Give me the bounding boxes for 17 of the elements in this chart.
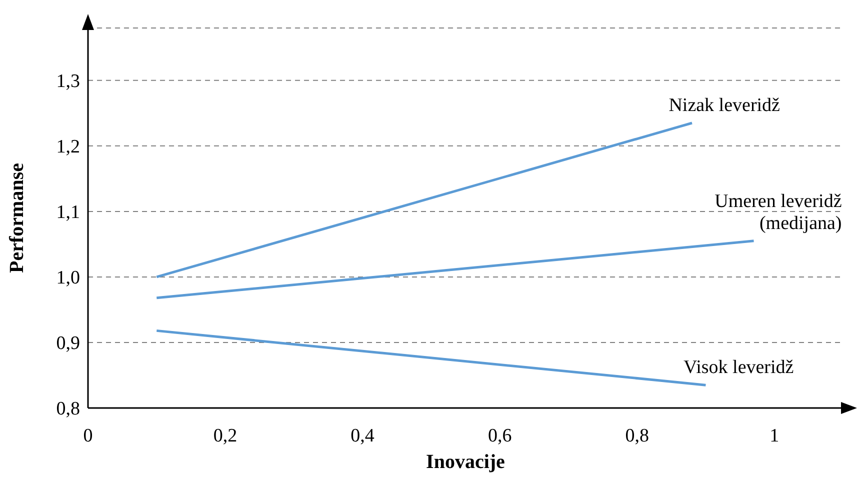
series-label: Visok leveridž — [684, 357, 794, 378]
y-axis-title: Performanse — [6, 162, 28, 273]
x-tick-label: 0,6 — [488, 425, 512, 446]
x-tick-label: 1 — [770, 425, 780, 446]
series-label: Umeren leveridž (medijana) — [714, 190, 842, 234]
y-tick-label: 1,3 — [56, 71, 80, 92]
y-tick-label: 1,1 — [56, 202, 80, 224]
y-tick-label: 0,8 — [56, 398, 80, 420]
series-label: Nizak leveridž — [668, 95, 780, 116]
x-tick-label: 0,2 — [213, 425, 238, 446]
x-tick-label: 0,4 — [350, 425, 375, 446]
y-tick-label: 1,0 — [56, 268, 80, 289]
x-tick-label: 0,8 — [625, 425, 649, 446]
y-tick-label: 0,9 — [56, 333, 80, 354]
x-tick-label: 0 — [83, 425, 93, 446]
x-axis-title: Inovacije — [426, 451, 506, 473]
y-tick-label: 1,2 — [56, 136, 80, 158]
